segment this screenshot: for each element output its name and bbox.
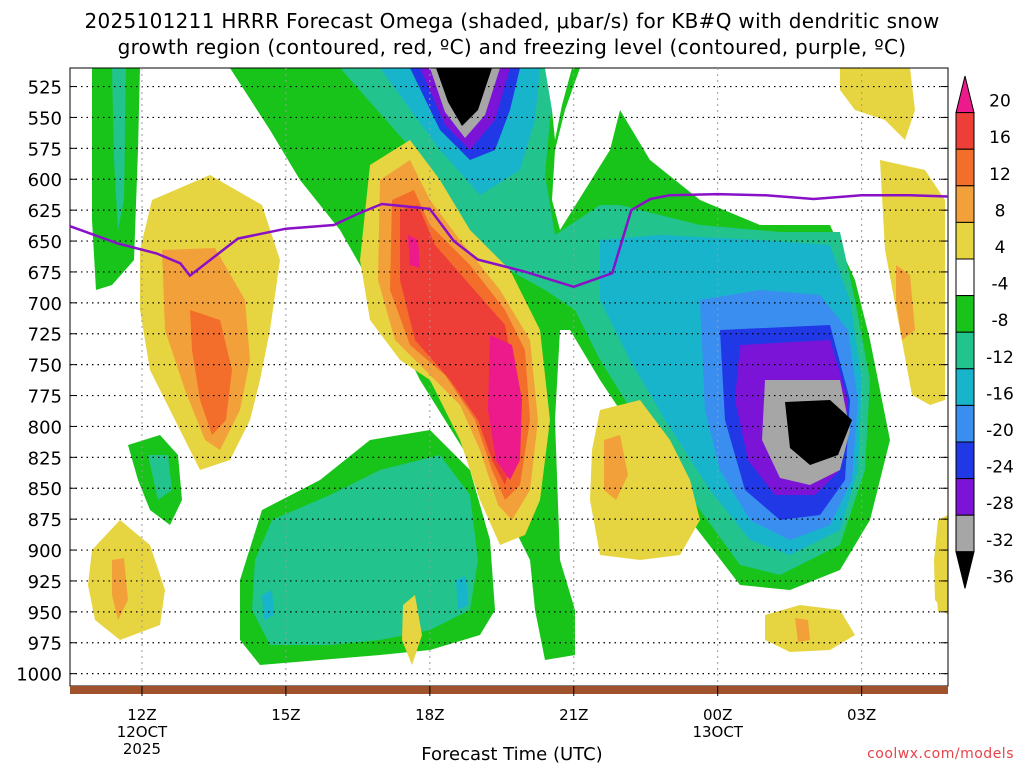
chart-title-line-2: growth region (contoured, red, ºC) and f… (117, 35, 907, 59)
y-tick-label: 850 (28, 479, 62, 500)
chart-title-line-1: 2025101211 HRRR Forecast Omega (shaded, … (84, 9, 940, 33)
colorbar-swatch (955, 295, 975, 333)
x-tick-label: 21Z (559, 706, 588, 724)
colorbar-swatch (955, 331, 975, 370)
y-tick-label: 675 (28, 263, 62, 284)
colorbar-swatch (955, 551, 975, 589)
x-tick-label: 03Z (847, 706, 876, 724)
y-tick-label: 875 (28, 510, 62, 531)
colorbar-swatch (955, 185, 975, 223)
omega-region (456, 576, 468, 610)
y-tick-label: 950 (28, 603, 62, 624)
omega-region (934, 515, 948, 615)
credit-link[interactable]: coolwx.com/models (867, 746, 1014, 762)
omega-region (795, 618, 810, 642)
y-tick-label: 650 (28, 232, 62, 253)
y-axis: 525 550 575 600 625 650 675 700 725 750 775 800 825 8… (16, 78, 948, 686)
colorbar-label: 4 (995, 238, 1006, 258)
colorbar-label: 8 (995, 201, 1006, 221)
colorbar-swatch (955, 368, 975, 406)
colorbar-label: 20 (989, 92, 1011, 112)
colorbar-label: -28 (986, 494, 1014, 514)
y-tick-label: 975 (28, 634, 62, 655)
x-tick-label: 15Z (271, 706, 300, 724)
x-tick-label: 18Z (415, 706, 444, 724)
colorbar-swatch (955, 441, 975, 480)
y-tick-label: 1000 (16, 665, 62, 686)
omega-region (880, 160, 945, 405)
colorbar-label: -36 (986, 567, 1014, 587)
omega-region (400, 205, 515, 485)
omega-region (765, 605, 855, 652)
y-tick-label: 725 (28, 325, 62, 346)
omega-region (112, 68, 126, 230)
y-tick-label: 925 (28, 572, 62, 593)
gridlines (70, 68, 948, 686)
colorbar-label: -12 (986, 348, 1014, 368)
colorbar-swatch (955, 148, 975, 187)
colorbar-swatch (955, 478, 975, 516)
freezing-level-line (69, 192, 949, 289)
omega-region (488, 335, 522, 480)
colorbar-swatch (955, 221, 975, 260)
omega-region (840, 68, 915, 140)
omega-region (190, 310, 232, 435)
y-tick-label: 900 (28, 541, 62, 562)
omega-shading (88, 68, 948, 665)
colorbar-swatch (955, 112, 975, 150)
omega-region (112, 558, 128, 620)
omega-region (262, 590, 274, 620)
colorbar-swatch (955, 75, 975, 114)
y-tick-label: 575 (28, 139, 62, 160)
omega-region (408, 235, 420, 268)
omega-region (896, 265, 915, 340)
colorbar: 20 16 12 8 4 -4 -8 -12 -16 -20 -24 -28 -32 -36 (955, 75, 1014, 589)
omega-region (148, 455, 172, 500)
colorbar-label: -24 (986, 458, 1014, 478)
x-tick-date: 13OCT (692, 723, 743, 741)
ground-strip (70, 686, 948, 694)
y-tick-label: 600 (28, 170, 62, 191)
colorbar-label: -20 (986, 421, 1014, 441)
x-tick-label: 00Z (703, 706, 732, 724)
colorbar-label: -4 (992, 275, 1009, 295)
colorbar-swatch (955, 404, 975, 443)
y-tick-label: 525 (28, 78, 62, 99)
colorbar-label: 16 (989, 128, 1011, 148)
omega-region (785, 400, 852, 465)
omega-region (402, 595, 422, 665)
y-tick-label: 700 (28, 294, 62, 315)
x-tick-date: 12OCT (117, 723, 168, 741)
y-tick-label: 550 (28, 108, 62, 129)
x-tick-label: 12Z (127, 706, 156, 724)
y-tick-label: 775 (28, 387, 62, 408)
y-tick-label: 825 (28, 448, 62, 469)
colorbar-label: 12 (989, 165, 1011, 185)
colorbar-swatch (955, 258, 975, 297)
y-tick-label: 800 (28, 417, 62, 438)
x-tick-year: 2025 (123, 740, 161, 758)
omega-region (604, 435, 628, 500)
x-axis-label: Forecast Time (UTC) (421, 744, 603, 765)
y-tick-label: 625 (28, 201, 62, 222)
colorbar-label: -32 (986, 531, 1014, 551)
colorbar-label: -8 (992, 311, 1009, 331)
colorbar-swatch (955, 514, 975, 553)
colorbar-label: -16 (986, 384, 1014, 404)
omega-region (436, 68, 492, 126)
omega-region (252, 455, 478, 645)
omega-region (88, 520, 165, 640)
y-tick-label: 750 (28, 356, 62, 377)
